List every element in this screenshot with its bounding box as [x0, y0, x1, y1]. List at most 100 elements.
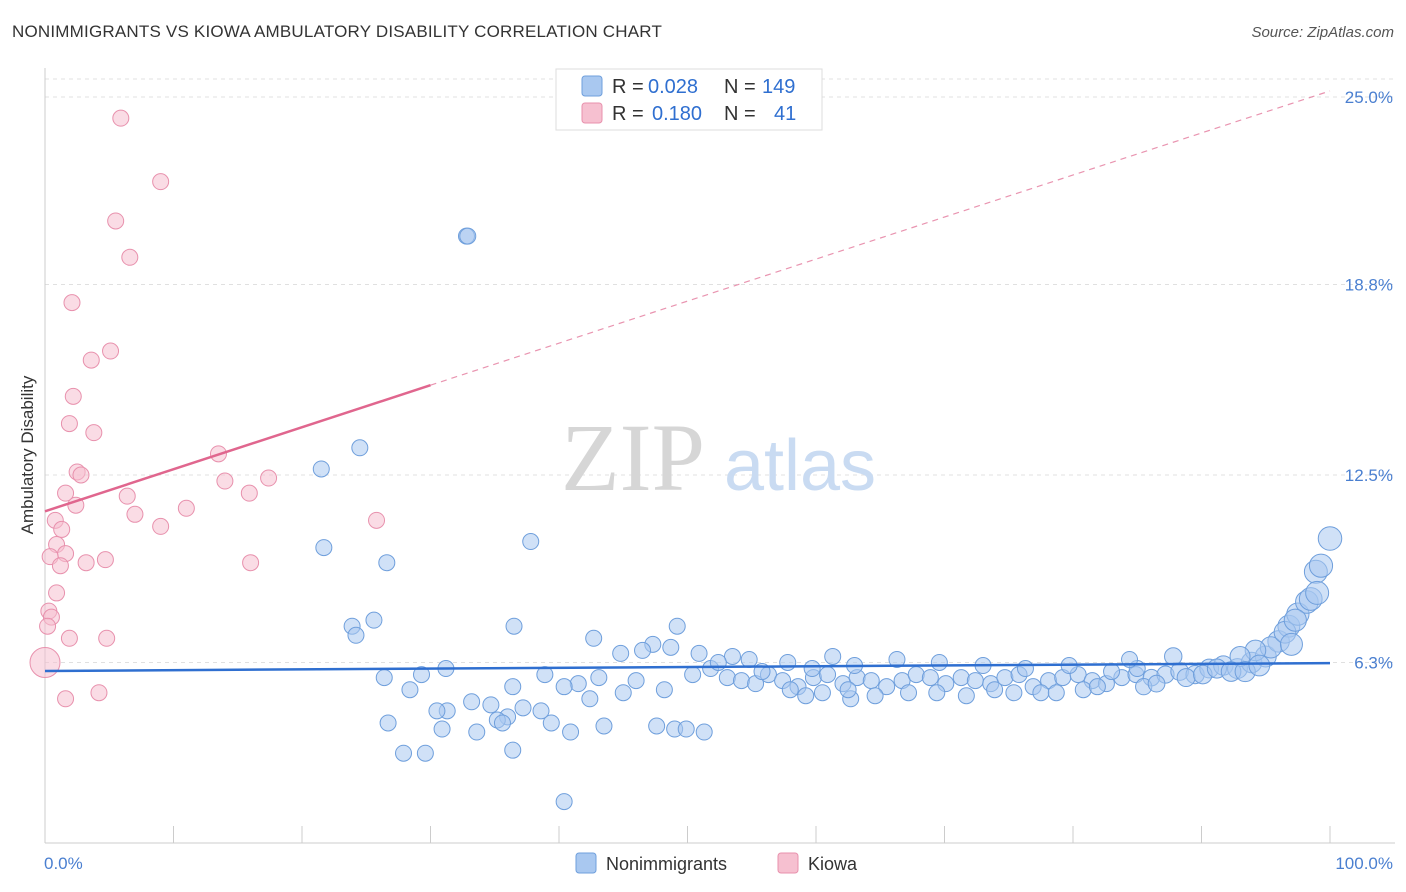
nonimmigrants-point-51	[819, 666, 837, 684]
nonimmigrants-point-140	[1164, 647, 1183, 666]
kiowa-point-20	[126, 505, 144, 523]
kiowa-point-9	[85, 424, 103, 442]
legend-n-label-2: N =	[724, 103, 756, 125]
nonimmigrants-point-123	[1047, 684, 1065, 702]
kiowa-point-30	[51, 557, 69, 575]
nonimmigrants-point-45	[732, 672, 750, 690]
nonimmigrants-point-42	[684, 666, 702, 684]
watermark-atlas: atlas	[724, 426, 876, 506]
legend-n-value-1: 149	[762, 76, 795, 98]
nonimmigrants-point-95	[1016, 660, 1034, 678]
legend-swatch-nonimmigrants	[581, 75, 603, 97]
nonimmigrants-point-18	[627, 672, 645, 690]
kiowa-point-14	[260, 469, 278, 487]
nonimmigrants-point-141	[839, 681, 857, 699]
legend-n-label-1: N =	[724, 76, 756, 98]
nonimmigrants-point-116	[866, 687, 884, 705]
nonimmigrants-point-5	[378, 554, 396, 572]
nonimmigrants-point-105	[690, 644, 708, 662]
nonimmigrants-point-12	[585, 629, 603, 647]
kiowa-point-32	[48, 584, 66, 602]
kiowa-point-17	[118, 487, 136, 505]
legend: R = 0.028 N = 149 R = 0.180 N = 41	[555, 68, 823, 131]
kiowa-point-40	[57, 690, 75, 708]
nonimmigrants-point-17	[590, 669, 608, 687]
nonimmigrants-point-122	[1032, 684, 1050, 702]
tick-labels: 6.3% 12.5% 18.8% 25.0% 0.0% 100.0%	[44, 88, 1393, 873]
nonimmigrants-point-106	[662, 638, 680, 656]
nonimmigrants-point-7	[365, 611, 383, 629]
nonimmigrants-point-20	[555, 678, 573, 696]
kiowa-point-36	[60, 629, 78, 647]
nonimmigrants-point-145	[493, 714, 511, 732]
kiowa-point-28	[96, 551, 114, 569]
y-tick-label-0: 6.3%	[1354, 653, 1393, 672]
nonimmigrants-point-98	[888, 650, 906, 668]
kiowa-point-1	[152, 173, 170, 191]
nonimmigrants-point-39	[504, 741, 522, 759]
nonimmigrants-point-121	[1005, 684, 1023, 702]
kiowa-point-2	[107, 212, 125, 230]
kiowa-point-31	[242, 554, 260, 572]
nonimmigrants-points	[312, 227, 1343, 811]
nonimmigrants-point-117	[900, 684, 918, 702]
nonimmigrants-point-60	[952, 669, 970, 687]
kiowa-point-38	[29, 646, 61, 678]
kiowa-point-23	[152, 517, 170, 535]
x-tick-label-1: 100.0%	[1335, 854, 1393, 873]
nonimmigrants-point-144	[532, 702, 550, 720]
nonimmigrants-point-135	[1283, 608, 1307, 632]
kiowa-point-12	[72, 466, 90, 484]
bottom-legend-nonimmigrants: Nonimmigrants	[606, 854, 727, 874]
nonimmigrants-point-16	[536, 666, 554, 684]
legend-r-label-1: R =	[612, 76, 644, 98]
x-tick-label-0: 0.0%	[44, 854, 83, 873]
nonimmigrants-point-120	[986, 681, 1004, 699]
nonimmigrants-point-55	[878, 678, 896, 696]
nonimmigrants-point-25	[482, 696, 500, 714]
kiowa-point-6	[82, 351, 100, 369]
nonimmigrants-point-114	[813, 684, 831, 702]
kiowa-point-13	[216, 472, 234, 490]
nonimmigrants-point-44	[718, 669, 736, 687]
kiowa-point-3	[121, 248, 139, 266]
trend-lines	[44, 90, 1331, 673]
kiowa-point-4	[63, 294, 81, 312]
y-axis-title: Ambulatory Disability	[18, 375, 37, 534]
kiowa-point-22	[368, 511, 386, 529]
nonimmigrants-point-6	[522, 533, 540, 551]
nonimmigrants-point-142	[655, 681, 673, 699]
chart-title: NONIMMIGRANTS VS KIOWA AMBULATORY DISABI…	[12, 22, 663, 41]
nonimmigrants-point-143	[581, 690, 599, 708]
nonimmigrants-point-104	[723, 647, 741, 665]
nonimmigrants-point-4	[315, 539, 333, 557]
kiowa-point-5	[102, 342, 120, 360]
kiowa-point-35	[39, 617, 57, 635]
legend-swatch-kiowa	[581, 102, 603, 124]
nonimmigrants-point-97	[930, 653, 948, 671]
nonimmigrants-point-87	[1317, 526, 1343, 551]
nonimmigrants-point-9	[347, 626, 365, 644]
nonimmigrants-point-31	[379, 714, 397, 732]
nonimmigrants-point-57	[907, 666, 925, 684]
nonimmigrants-point-2	[351, 439, 369, 457]
nonimmigrants-point-22	[401, 681, 419, 699]
kiowa-point-39	[90, 684, 108, 702]
y-tick-label-3: 25.0%	[1345, 88, 1393, 107]
nonimmigrants-point-88	[1308, 553, 1334, 578]
nonimmigrants-point-147	[433, 720, 451, 738]
nonimmigrants-point-33	[595, 717, 613, 735]
nonimmigrants-point-108	[634, 641, 652, 659]
bottom-legend-swatch-nonimmigrants	[575, 852, 597, 874]
nonimmigrants-point-40	[416, 744, 434, 762]
nonimmigrants-point-103	[740, 650, 758, 668]
nonimmigrants-point-14	[413, 666, 431, 684]
legend-r-value-2: 0.180	[652, 103, 702, 125]
kiowa-point-0	[112, 109, 130, 127]
kiowa-point-29	[77, 554, 95, 572]
nonimmigrants-point-54	[862, 672, 880, 690]
nonimmigrants-point-58	[921, 669, 939, 687]
nonimmigrants-point-24	[463, 693, 481, 711]
nonimmigrants-point-148	[395, 744, 413, 762]
